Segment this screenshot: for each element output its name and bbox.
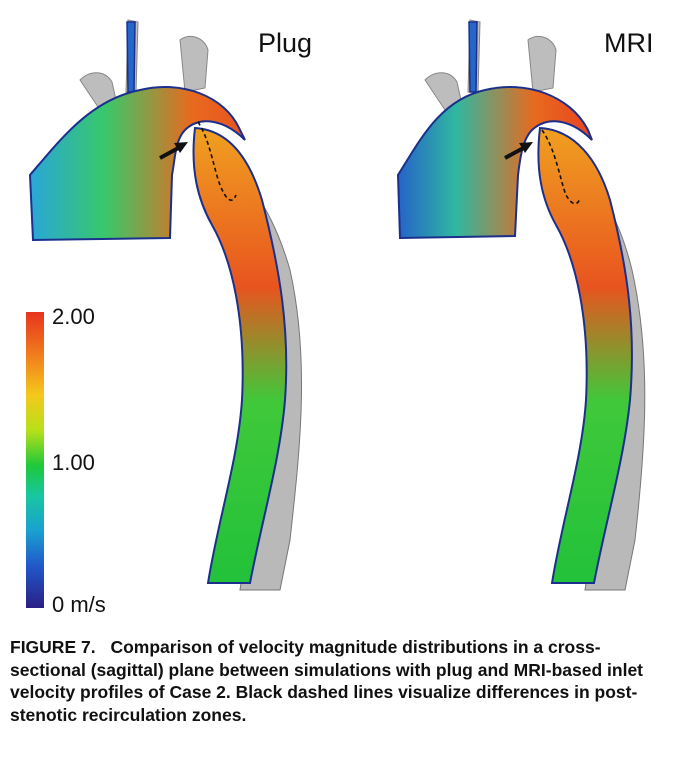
figure-caption: FIGURE 7. Comparison of velocity magnitu… xyxy=(10,636,674,726)
velocity-colorbar xyxy=(26,312,44,608)
mri-panel-title: MRI xyxy=(604,28,654,58)
plug-arrowhead xyxy=(174,142,188,153)
mri-arrowhead xyxy=(519,142,533,153)
mri-descending-plane xyxy=(537,126,633,584)
colorbar-max-label: 2.00 xyxy=(52,304,95,329)
mri-recirculation-outline xyxy=(541,129,581,205)
plug-descending-plane xyxy=(192,126,288,584)
mri-aorta xyxy=(396,19,646,591)
caption-text: Comparison of velocity magnitude distrib… xyxy=(10,637,643,725)
mri-arch-plane xyxy=(396,86,593,240)
plug-recirculation-outline xyxy=(197,121,237,201)
figure-number: FIGURE 7. xyxy=(10,637,96,657)
plug-branch-blue xyxy=(126,21,136,93)
plug-aorta xyxy=(28,19,303,591)
aorta-velocity-figure xyxy=(28,19,646,591)
plug-arch-plane xyxy=(28,86,246,242)
figure-area: Plug MRI 2.00 1.00 0 m/s xyxy=(26,19,654,617)
plug-panel-title: Plug xyxy=(258,28,313,58)
colorbar-mid-label: 1.00 xyxy=(52,450,95,475)
mri-branch-blue xyxy=(468,21,478,93)
colorbar-min-label: 0 m/s xyxy=(52,592,106,617)
